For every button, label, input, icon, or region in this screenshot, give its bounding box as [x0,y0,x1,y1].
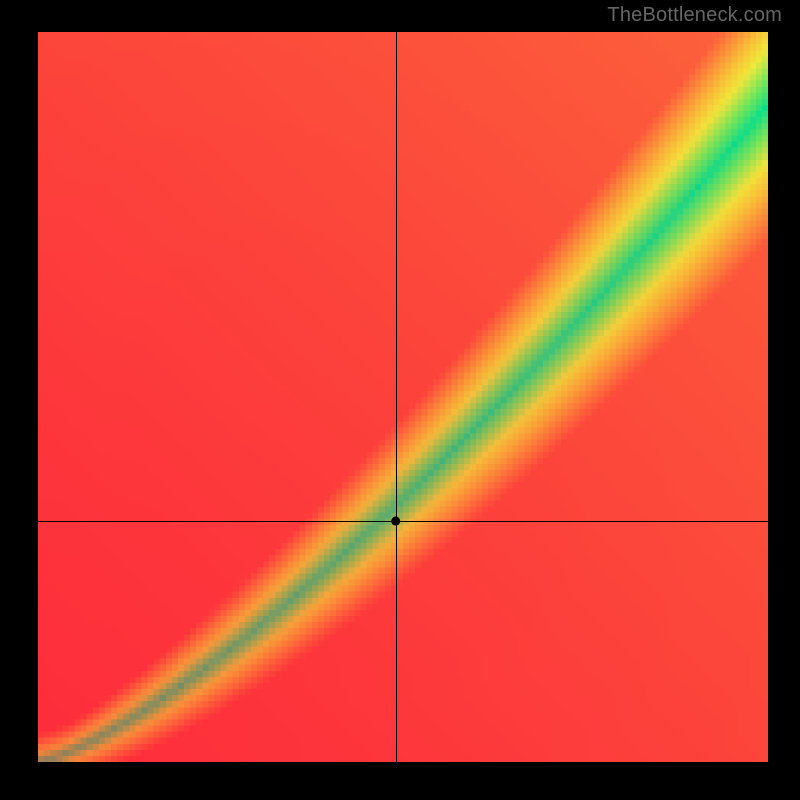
watermark-text: TheBottleneck.com [607,4,782,27]
crosshair-overlay [0,0,800,800]
